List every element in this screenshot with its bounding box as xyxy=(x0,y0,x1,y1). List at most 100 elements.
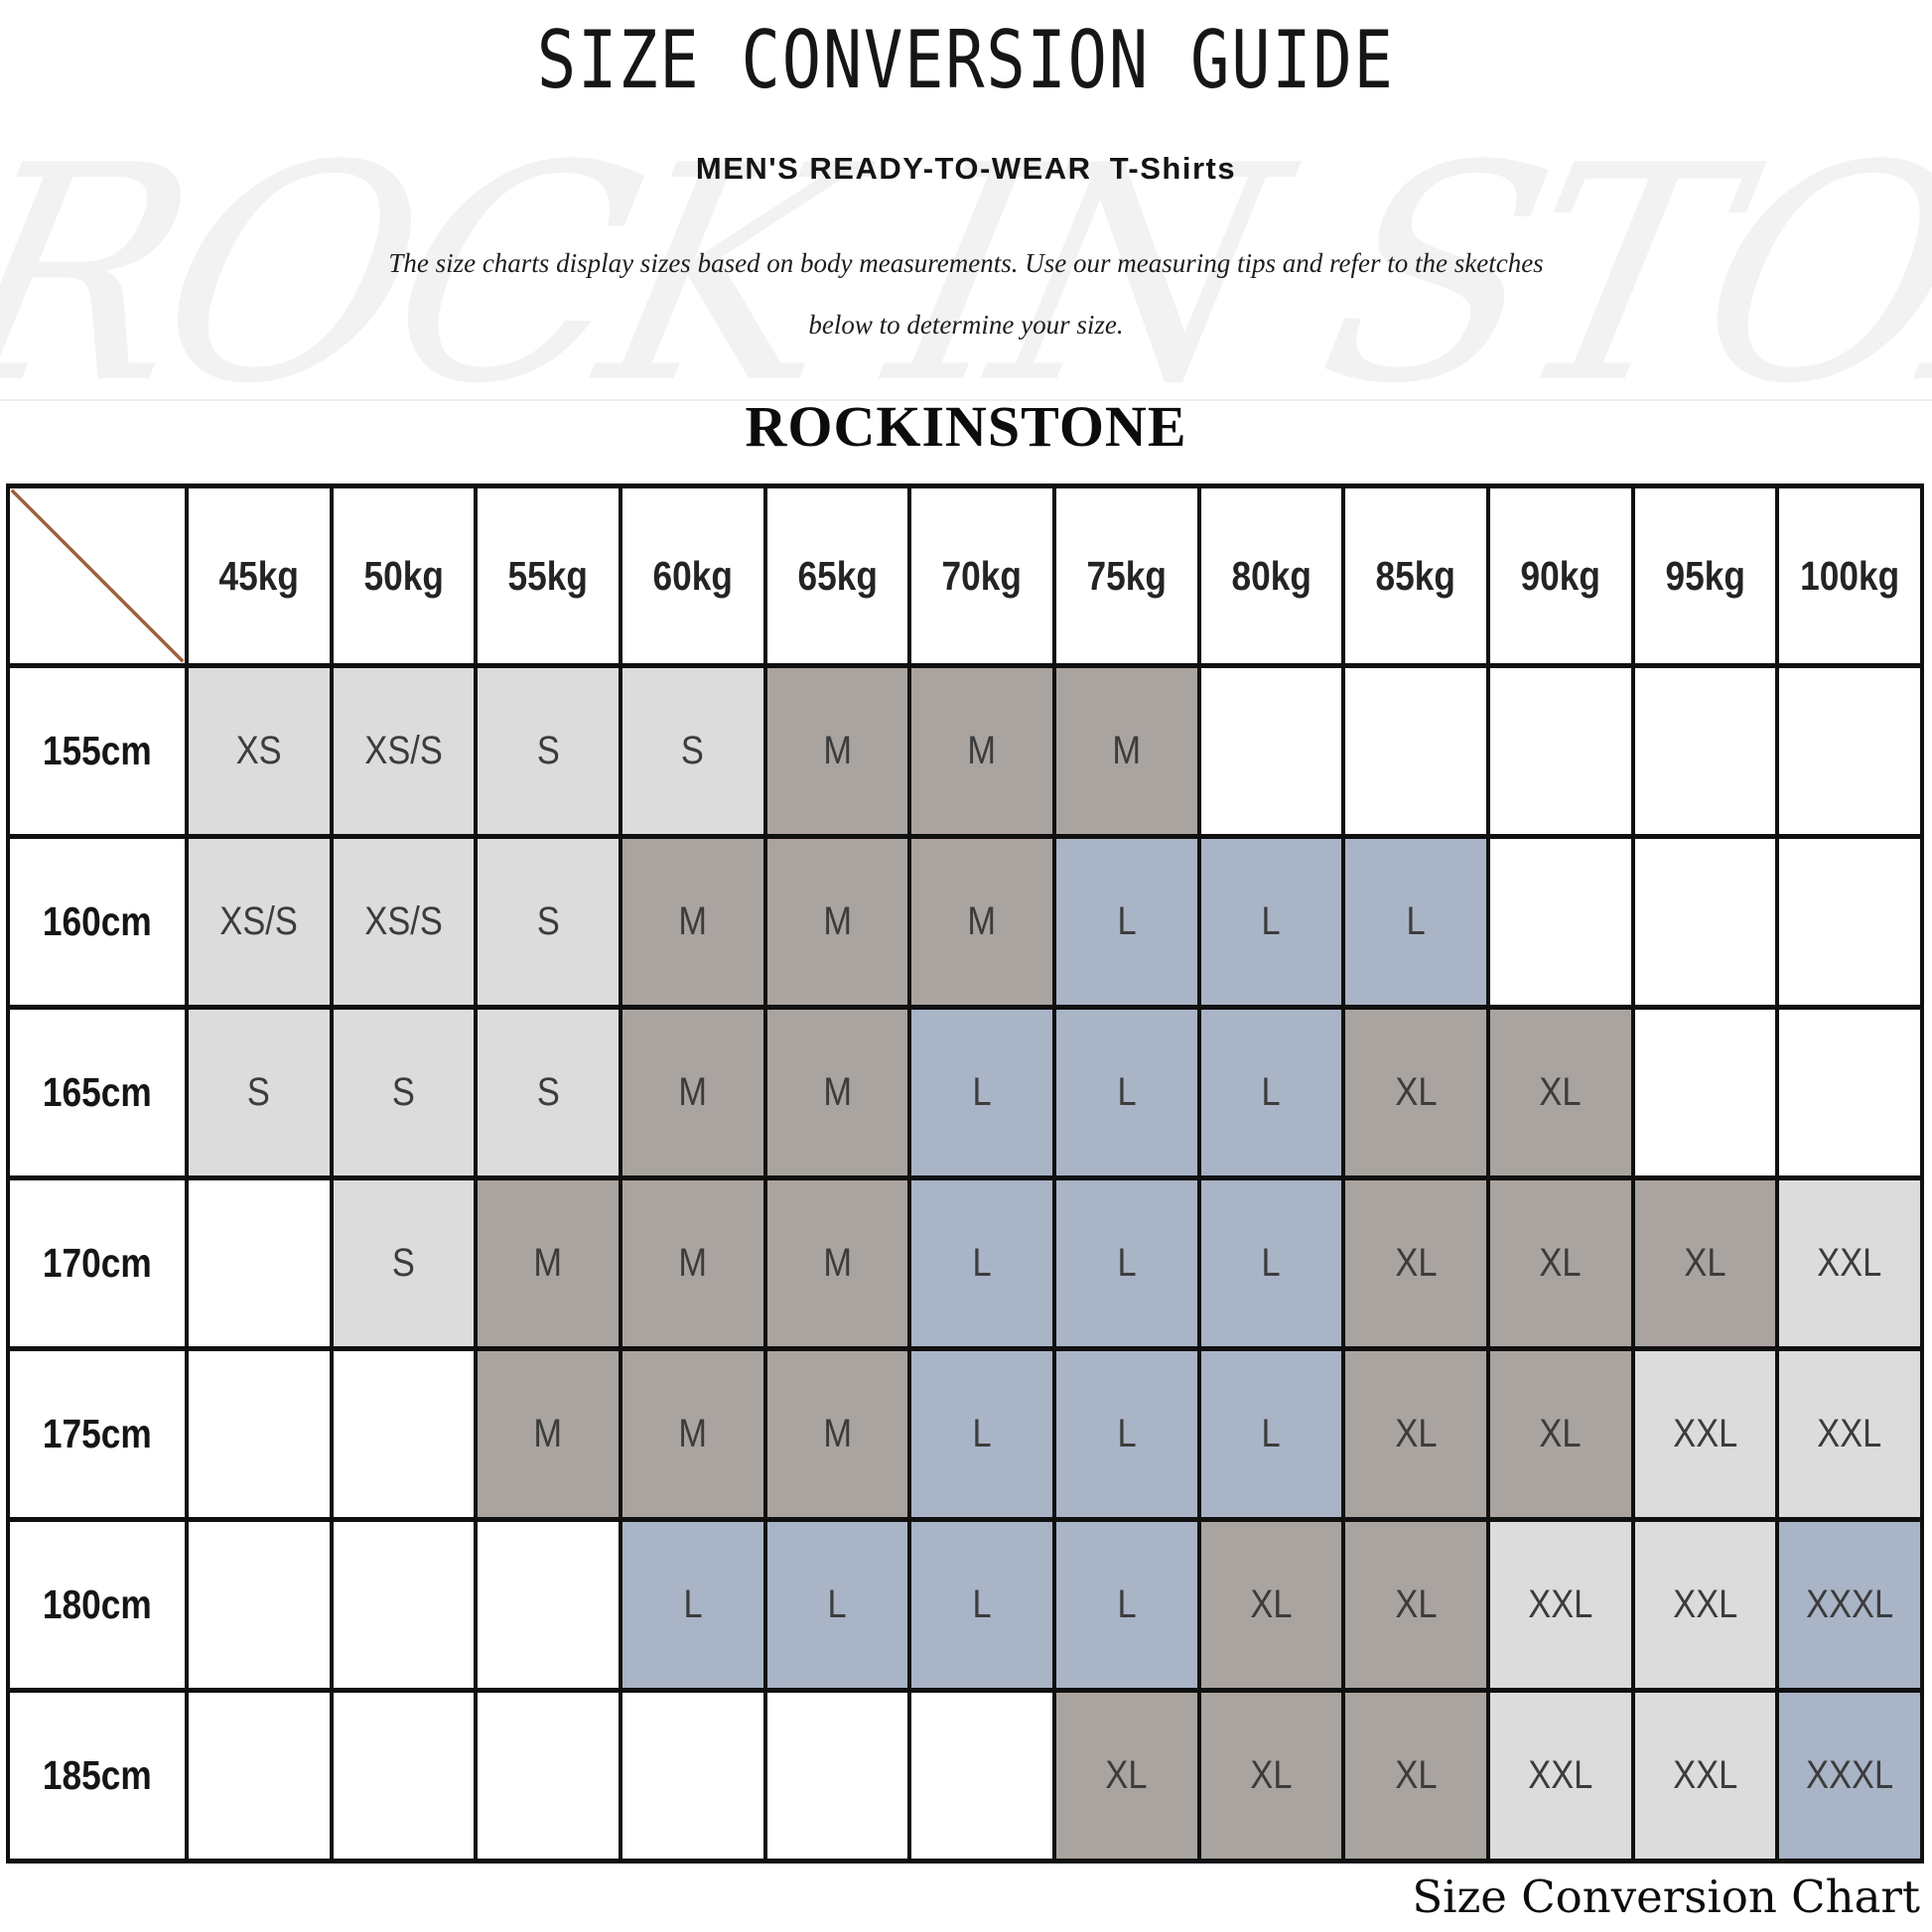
size-cell-160cm-75kg: L xyxy=(1051,834,1201,1010)
size-value: S xyxy=(247,1070,271,1114)
divider-line xyxy=(0,399,1932,401)
header-row: 45kg 50kg 55kg 60kg 65kg 70kg 75kg 80kg 85kg 90kg… xyxy=(6,483,1924,668)
size-cell-175cm-75kg: L xyxy=(1051,1346,1201,1522)
size-cell-170cm-85kg: XL xyxy=(1341,1175,1490,1351)
size-cell-170cm-50kg: S xyxy=(329,1175,479,1351)
size-cell-180cm-75kg: L xyxy=(1051,1517,1201,1693)
size-value: XS/S xyxy=(364,729,443,772)
size-cell-185cm-80kg: XL xyxy=(1196,1688,1346,1863)
size-cell-165cm-80kg: L xyxy=(1196,1005,1346,1180)
size-value: L xyxy=(1117,899,1137,943)
size-cell-180cm-100kg: XXXL xyxy=(1775,1517,1924,1693)
size-value: M xyxy=(823,1412,852,1455)
size-value: XXXL xyxy=(1806,1753,1894,1797)
size-conversion-table: 45kg 50kg 55kg 60kg 65kg 70kg 75kg 80kg 85kg 90kg… xyxy=(6,483,1924,1863)
size-cell-155cm-50kg: XS/S xyxy=(329,663,479,839)
subtitle-product: T-Shirts xyxy=(1109,151,1237,186)
description-line-1: The size charts display sizes based on b… xyxy=(388,248,1544,278)
size-cell-165cm-50kg: S xyxy=(329,1005,479,1180)
size-cell-155cm-45kg: XS xyxy=(185,663,334,839)
size-value: M xyxy=(678,1412,708,1455)
table-row-185cm: 185cm XL XL XL XXL XXL XXXL xyxy=(6,1688,1924,1863)
size-cell-185cm-65kg xyxy=(762,1688,912,1863)
size-cell-160cm-80kg: L xyxy=(1196,834,1346,1010)
table-row-170cm: 170cm S M M M L L L XL XL XL XXL xyxy=(6,1175,1924,1351)
size-cell-175cm-80kg: L xyxy=(1196,1346,1346,1522)
size-cell-185cm-90kg: XXL xyxy=(1485,1688,1635,1863)
col-header-60kg: 60kg xyxy=(618,483,767,668)
size-value: S xyxy=(536,1070,560,1114)
size-value: L xyxy=(683,1583,703,1626)
size-cell-165cm-65kg: M xyxy=(762,1005,912,1180)
size-cell-155cm-55kg: S xyxy=(474,663,622,839)
size-value: XXL xyxy=(1528,1753,1593,1797)
size-cell-170cm-45kg xyxy=(185,1175,334,1351)
table-row-160cm: 160cm XS/S XS/S S M M M L L L xyxy=(6,834,1924,1010)
size-value: XL xyxy=(1395,1412,1438,1455)
col-header-label: 60kg xyxy=(652,552,733,599)
page-title: SIZE CONVERSION GUIDE xyxy=(0,14,1932,106)
size-cell-160cm-100kg xyxy=(1775,834,1924,1010)
size-cell-170cm-60kg: M xyxy=(618,1175,767,1351)
size-cell-185cm-55kg xyxy=(474,1688,622,1863)
size-cell-170cm-75kg: L xyxy=(1051,1175,1201,1351)
size-cell-155cm-95kg xyxy=(1630,663,1780,839)
size-cell-155cm-85kg xyxy=(1341,663,1490,839)
size-value: L xyxy=(1406,899,1426,943)
col-header-label: 65kg xyxy=(797,552,878,599)
size-cell-175cm-100kg: XXL xyxy=(1775,1346,1924,1522)
size-value: L xyxy=(1261,1241,1281,1285)
size-cell-180cm-55kg xyxy=(474,1517,622,1693)
size-value: XL xyxy=(1684,1241,1726,1285)
size-cell-165cm-100kg xyxy=(1775,1005,1924,1180)
size-cell-165cm-85kg: XL xyxy=(1341,1005,1490,1180)
row-header-label: 155cm xyxy=(43,728,152,773)
size-cell-165cm-55kg: S xyxy=(474,1005,622,1180)
size-cell-165cm-95kg xyxy=(1630,1005,1780,1180)
row-header-label: 180cm xyxy=(43,1582,152,1627)
col-header-80kg: 80kg xyxy=(1196,483,1346,668)
size-value: L xyxy=(972,1412,992,1455)
size-cell-155cm-65kg: M xyxy=(762,663,912,839)
size-cell-160cm-45kg: XS/S xyxy=(185,834,334,1010)
size-cell-185cm-70kg xyxy=(907,1688,1056,1863)
size-value: XL xyxy=(1539,1412,1582,1455)
size-value: XL xyxy=(1539,1241,1582,1285)
size-value: L xyxy=(972,1583,992,1626)
size-value: L xyxy=(1117,1070,1137,1114)
size-value: M xyxy=(967,899,997,943)
row-header-170cm: 170cm xyxy=(6,1175,189,1351)
size-cell-170cm-55kg: M xyxy=(474,1175,622,1351)
size-cell-160cm-90kg xyxy=(1485,834,1635,1010)
size-value: XL xyxy=(1395,1583,1438,1626)
size-value: M xyxy=(678,1241,708,1285)
size-value: XL xyxy=(1250,1583,1293,1626)
size-value: M xyxy=(533,1412,563,1455)
size-value: XS/S xyxy=(364,899,443,943)
size-cell-180cm-65kg: L xyxy=(762,1517,912,1693)
row-header-label: 165cm xyxy=(43,1069,152,1115)
size-cell-185cm-45kg xyxy=(185,1688,334,1863)
size-cell-155cm-60kg: S xyxy=(618,663,767,839)
size-value: S xyxy=(536,729,560,772)
col-header-95kg: 95kg xyxy=(1630,483,1780,668)
size-cell-175cm-60kg: M xyxy=(618,1346,767,1522)
col-header-label: 90kg xyxy=(1520,552,1600,599)
size-cell-170cm-70kg: L xyxy=(907,1175,1056,1351)
col-header-50kg: 50kg xyxy=(329,483,479,668)
size-value: M xyxy=(967,729,997,772)
size-cell-175cm-95kg: XXL xyxy=(1630,1346,1780,1522)
size-cell-185cm-85kg: XL xyxy=(1341,1688,1490,1863)
page-title-text: SIZE CONVERSION GUIDE xyxy=(537,14,1395,106)
col-header-label: 70kg xyxy=(941,552,1023,599)
size-value: XL xyxy=(1395,1070,1438,1114)
size-value: L xyxy=(1117,1583,1137,1626)
size-cell-185cm-50kg xyxy=(329,1688,479,1863)
size-cell-180cm-85kg: XL xyxy=(1341,1517,1490,1693)
corner-cell xyxy=(6,483,189,668)
size-cell-165cm-90kg: XL xyxy=(1485,1005,1635,1180)
size-value: XXL xyxy=(1672,1583,1737,1626)
size-value: XXL xyxy=(1817,1241,1882,1285)
size-cell-160cm-95kg xyxy=(1630,834,1780,1010)
